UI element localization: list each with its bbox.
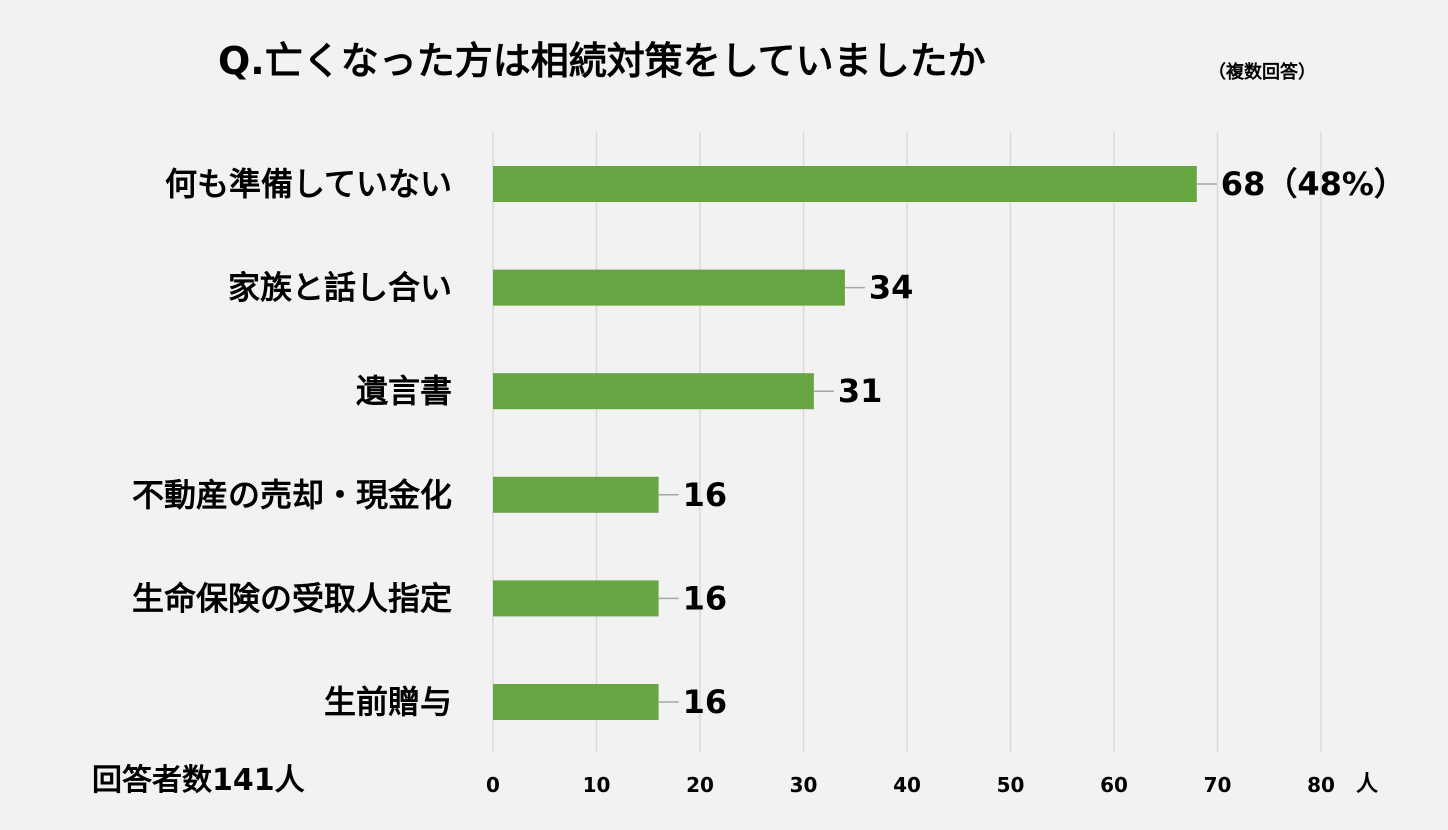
- data-label: 34: [869, 269, 914, 307]
- gridlines: [492, 132, 1322, 752]
- x-tick-label: 40: [893, 773, 921, 797]
- x-axis-unit: 人: [1356, 772, 1378, 797]
- bar: [493, 166, 1197, 202]
- x-tick-label: 10: [583, 773, 611, 797]
- chart-subtitle: （複数回答）: [1208, 62, 1316, 83]
- x-tick-label: 80: [1307, 773, 1335, 797]
- bar: [493, 580, 659, 617]
- bars: [493, 166, 1197, 720]
- category-label: 生前贈与: [324, 683, 452, 721]
- category-label: 遺言書: [356, 372, 452, 410]
- data-label: 31: [838, 372, 883, 410]
- chart-title: Q.亡くなった方は相続対策をしていましたか: [218, 39, 986, 83]
- category-labels: 何も準備していない家族と話し合い遺言書不動産の売却・現金化生命保険の受取人指定生…: [132, 165, 452, 721]
- category-label: 何も準備していない: [165, 165, 452, 203]
- x-tick-label: 30: [790, 773, 818, 797]
- bar: [493, 373, 814, 410]
- category-label: 家族と話し合い: [228, 269, 452, 307]
- data-label: 16: [683, 579, 728, 617]
- x-tick-label: 70: [1204, 773, 1232, 797]
- category-label: 不動産の売却・現金化: [132, 476, 452, 514]
- x-tick-label: 50: [997, 773, 1025, 797]
- category-label: 生命保険の受取人指定: [132, 579, 452, 617]
- x-axis-ticks: 0 10 20 30 40 50 60 70 80: [486, 773, 1335, 797]
- bar: [493, 476, 659, 513]
- data-label: 16: [683, 683, 728, 721]
- bar: [493, 269, 845, 306]
- leader-lines: [658, 183, 1217, 703]
- data-label: 68（48%）: [1221, 165, 1406, 203]
- bar: [493, 684, 659, 720]
- x-tick-label: 0: [486, 773, 500, 797]
- data-labels: 68（48%） 34 31 16 16 16: [683, 165, 1406, 721]
- x-tick-label: 60: [1100, 773, 1128, 797]
- x-tick-label: 20: [686, 773, 714, 797]
- respondent-count: 回答者数141人: [92, 763, 305, 798]
- data-label: 16: [683, 476, 728, 514]
